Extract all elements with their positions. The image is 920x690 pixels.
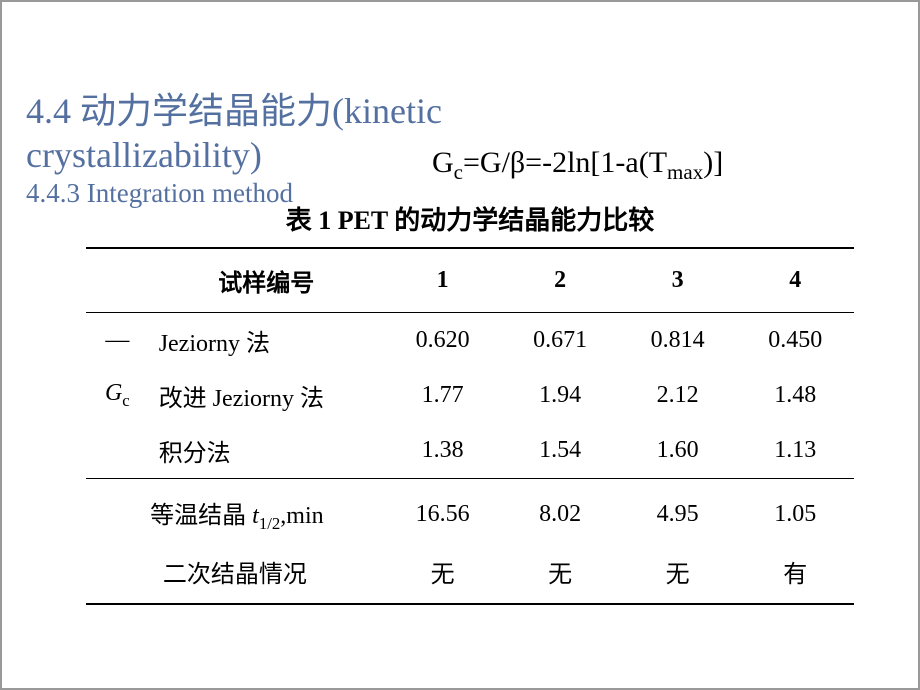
cell: 无	[501, 544, 619, 603]
equation: Gc=G/β=-2ln[1-a(Tmax)]	[432, 146, 723, 185]
gc-spanner-blank: —	[86, 313, 149, 369]
col-header: 3	[619, 248, 737, 312]
cell: 8.02	[501, 479, 619, 544]
gc-spanner: Gc	[86, 368, 149, 423]
slide: 4.4 动力学结晶能力(kinetic crystallizability) 4…	[0, 0, 920, 690]
cell: 0.671	[501, 313, 619, 369]
equation-lhs-base: G	[432, 146, 454, 179]
cell: 1.94	[501, 368, 619, 423]
table-block: 表 1 PET 的动力学结晶能力比较 试样编号 1 2 3 4 — Jezior…	[86, 200, 854, 605]
col-header: 1	[384, 248, 502, 312]
table-row: 等温结晶 t1/2,min 16.56 8.02 4.95 1.05	[86, 479, 854, 544]
equation-lhs-sub: c	[454, 160, 463, 184]
method-label: 改进 Jeziorny 法	[149, 368, 384, 423]
table-row: 二次结晶情况 无 无 无 有	[86, 544, 854, 603]
cell: 1.54	[501, 423, 619, 478]
cell: 4.95	[619, 479, 737, 544]
cell: 2.12	[619, 368, 737, 423]
table-header-row: 试样编号 1 2 3 4	[86, 248, 854, 312]
table-row: — Jeziorny 法 0.620 0.671 0.814 0.450	[86, 313, 854, 369]
cell: 有	[736, 544, 854, 603]
sec-label: 二次结晶情况	[86, 544, 384, 603]
equation-rhs-pre: =G/β=-2ln[1-a(T	[463, 146, 667, 179]
method-label: Jeziorny 法	[149, 313, 384, 369]
col-header: 4	[736, 248, 854, 312]
heading-line-1: 4.4 动力学结晶能力(kinetic	[26, 82, 894, 134]
col-header: 2	[501, 248, 619, 312]
equation-rhs-sub: max	[667, 160, 703, 184]
data-table: 试样编号 1 2 3 4 — Jeziorny 法 0.620 0.671 0.…	[86, 247, 854, 605]
method-label: 积分法	[149, 423, 384, 478]
table-row: Gc 改进 Jeziorny 法 1.77 1.94 2.12 1.48	[86, 368, 854, 423]
cell: 1.77	[384, 368, 502, 423]
cell: 无	[384, 544, 502, 603]
cell: 1.05	[736, 479, 854, 544]
sample-label: 试样编号	[149, 248, 384, 312]
equation-rhs-post: )]	[703, 146, 723, 179]
cell: 无	[619, 544, 737, 603]
cell: 0.450	[736, 313, 854, 369]
table-row: 积分法 1.38 1.54 1.60 1.13	[86, 423, 854, 478]
cell: 0.814	[619, 313, 737, 369]
table-title: 表 1 PET 的动力学结晶能力比较	[86, 200, 854, 237]
cell: 1.48	[736, 368, 854, 423]
cell: 1.38	[384, 423, 502, 478]
cell: 1.13	[736, 423, 854, 478]
iso-label: 等温结晶 t1/2,min	[86, 479, 384, 544]
cell: 16.56	[384, 479, 502, 544]
cell: 1.60	[619, 423, 737, 478]
cell: 0.620	[384, 313, 502, 369]
